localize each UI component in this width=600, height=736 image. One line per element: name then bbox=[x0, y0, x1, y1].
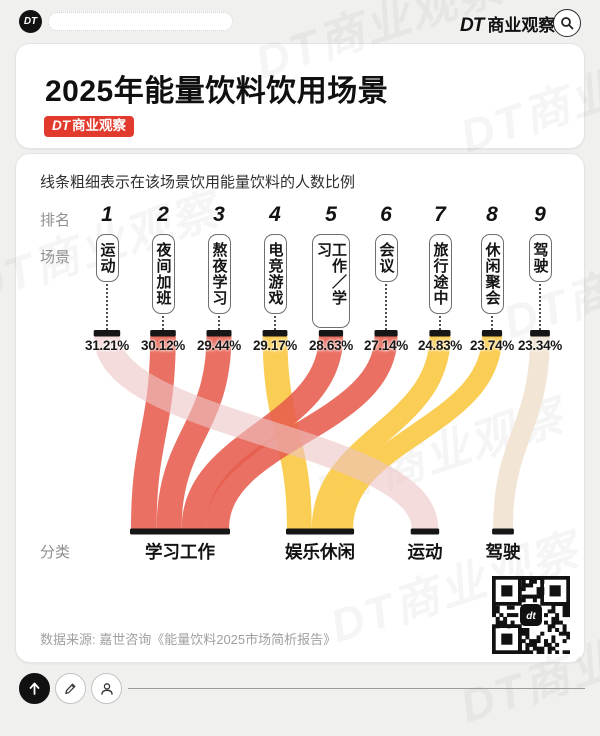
scene-node-bar bbox=[150, 330, 176, 337]
dotted-connector bbox=[162, 316, 164, 330]
toolbar-divider bbox=[128, 688, 585, 689]
rank-number: 7 bbox=[434, 203, 446, 226]
page: { "topbar": { "logo": "DT", "brand_dt": … bbox=[15, 9, 585, 704]
badge-dt: DT bbox=[52, 118, 70, 133]
category-node-bar bbox=[492, 528, 514, 535]
percentage-value: 23.34% bbox=[518, 338, 562, 353]
svg-text:dt: dt bbox=[526, 611, 536, 622]
qr-code: dt bbox=[492, 576, 570, 654]
search-icon bbox=[561, 17, 574, 30]
scene-axis-label: 场景 bbox=[40, 249, 71, 266]
scene-pill-运动: 运动 bbox=[95, 234, 119, 282]
scene-node-bar bbox=[206, 330, 232, 337]
flow-熬夜学习 bbox=[156, 335, 232, 529]
flow-休闲聚会 bbox=[332, 335, 503, 530]
rank-axis-label: 排名 bbox=[40, 212, 71, 229]
scene-column: 运动 bbox=[91, 234, 123, 330]
category-label-娱乐休闲: 娱乐休闲 bbox=[285, 542, 355, 562]
scene-column: 电竞游戏 bbox=[259, 234, 291, 330]
scene-node-bar bbox=[374, 330, 398, 337]
scene-node-bar bbox=[318, 330, 344, 337]
scene-column: 驾驶 bbox=[524, 234, 556, 330]
rank-number: 4 bbox=[269, 203, 281, 226]
dotted-connector bbox=[439, 316, 441, 330]
percentage-value: 24.83% bbox=[418, 338, 462, 353]
scene-node-bar bbox=[481, 330, 503, 337]
scene-column: 休闲聚会 bbox=[476, 234, 508, 330]
category-label-驾驶: 驾驶 bbox=[485, 542, 521, 562]
data-source: 数据来源: 嘉世咨询《能量饮料2025市场简析报告》 bbox=[40, 632, 337, 647]
percentage-value: 31.21% bbox=[85, 338, 129, 353]
scene-column: 熬夜学习 bbox=[203, 234, 235, 330]
scene-column: 会议 bbox=[370, 234, 402, 330]
scene-pill-会议: 会议 bbox=[374, 234, 398, 282]
percentage-value: 29.17% bbox=[253, 338, 297, 353]
dotted-connector bbox=[274, 316, 276, 330]
dotted-connector bbox=[491, 316, 493, 330]
brand-badge: DT 商业观察 bbox=[44, 116, 134, 137]
search-button[interactable] bbox=[553, 9, 581, 37]
scene-pill-旅行途中: 旅行途中 bbox=[428, 234, 452, 314]
category-label-学习工作: 学习工作 bbox=[145, 542, 215, 562]
rank-number: 3 bbox=[213, 203, 225, 226]
scene-column: 工作／学习 bbox=[312, 234, 350, 330]
dt-logo-icon[interactable]: DT bbox=[19, 10, 42, 33]
rank-number: 9 bbox=[534, 203, 546, 226]
rank-number: 1 bbox=[101, 203, 113, 226]
pencil-icon bbox=[65, 683, 76, 694]
category-node-bar bbox=[286, 528, 355, 535]
percentage-value: 27.14% bbox=[364, 338, 408, 353]
chart-note: 线条粗细表示在该场景饮用能量饮料的人数比例 bbox=[40, 174, 356, 191]
dotted-connector bbox=[218, 316, 220, 330]
profile-button[interactable] bbox=[91, 673, 122, 704]
percentage-value: 30.12% bbox=[141, 338, 185, 353]
flow-电竞游戏 bbox=[262, 335, 312, 529]
scene-node-bar bbox=[262, 330, 288, 337]
scene-node-bar bbox=[530, 330, 550, 337]
rank-number: 2 bbox=[157, 203, 169, 226]
scene-pill-电竞游戏: 电竞游戏 bbox=[263, 234, 287, 314]
scene-pill-驾驶: 驾驶 bbox=[528, 234, 552, 282]
scene-pill-夜间加班: 夜间加班 bbox=[151, 234, 175, 314]
category-axis-label: 分类 bbox=[40, 544, 71, 561]
scene-column: 夜间加班 bbox=[147, 234, 179, 330]
category-label-运动: 运动 bbox=[407, 542, 443, 562]
brand-rest: 商业观察 bbox=[487, 16, 556, 35]
topbar-pill bbox=[48, 12, 233, 31]
scene-node-bar bbox=[93, 330, 121, 337]
dotted-connector bbox=[539, 284, 541, 330]
badge-rest: 商业观察 bbox=[72, 118, 126, 133]
user-icon bbox=[100, 682, 113, 695]
category-node-bar bbox=[410, 528, 440, 535]
flow-运动 bbox=[93, 334, 439, 531]
flow-会议 bbox=[205, 335, 398, 530]
rank-number: 6 bbox=[380, 203, 392, 226]
scroll-top-button[interactable] bbox=[19, 673, 50, 704]
brand-dt: DT bbox=[460, 15, 484, 36]
scene-pill-休闲聚会: 休闲聚会 bbox=[480, 234, 504, 314]
page-title: 2025年能量饮料饮用场景 bbox=[45, 75, 389, 108]
dotted-connector bbox=[385, 284, 387, 330]
percentage-value: 28.63% bbox=[309, 338, 353, 353]
scene-column: 旅行途中 bbox=[424, 234, 456, 330]
flow-驾驶 bbox=[493, 335, 550, 529]
flow-工作/学习 bbox=[181, 335, 344, 530]
category-node-bar bbox=[130, 528, 230, 535]
scene-pill-熬夜学习: 熬夜学习 bbox=[207, 234, 231, 314]
dotted-connector bbox=[106, 284, 108, 330]
scene-node-bar bbox=[429, 330, 451, 337]
flow-旅行途中 bbox=[311, 335, 451, 530]
edit-button[interactable] bbox=[55, 673, 86, 704]
flow-夜间加班 bbox=[130, 335, 176, 529]
scene-pill-工作/学习: 工作／学习 bbox=[312, 234, 350, 328]
rank-number: 5 bbox=[325, 203, 337, 226]
rank-number: 8 bbox=[486, 203, 498, 226]
percentage-value: 23.74% bbox=[470, 338, 514, 353]
percentage-value: 29.44% bbox=[197, 338, 241, 353]
arrow-up-icon bbox=[29, 682, 40, 695]
brand-title: DT 商业观察 bbox=[460, 11, 555, 37]
